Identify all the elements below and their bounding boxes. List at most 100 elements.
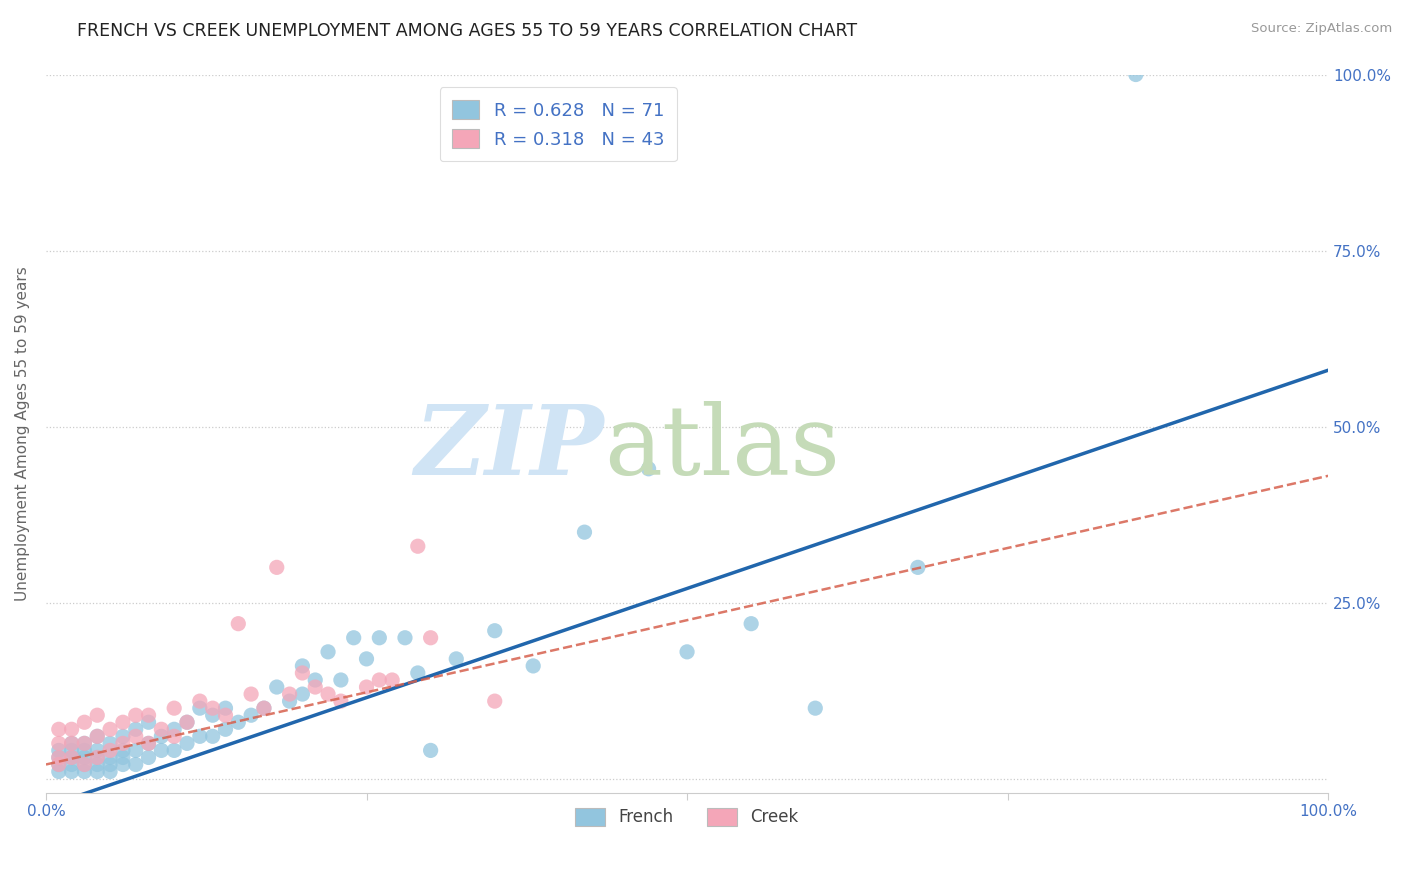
Point — [329, 694, 352, 708]
Point — [266, 680, 288, 694]
Point — [176, 715, 198, 730]
Point — [214, 701, 236, 715]
Point — [188, 701, 211, 715]
Point — [316, 687, 339, 701]
Point — [48, 757, 70, 772]
Point — [291, 659, 314, 673]
Point — [804, 701, 827, 715]
Point — [343, 631, 366, 645]
Point — [125, 708, 148, 723]
Point — [484, 694, 506, 708]
Point — [484, 624, 506, 638]
Point — [138, 736, 160, 750]
Point — [111, 743, 134, 757]
Point — [329, 673, 352, 687]
Point — [419, 631, 441, 645]
Point — [522, 659, 544, 673]
Legend: French, Creek: French, Creek — [567, 799, 807, 835]
Point — [406, 665, 429, 680]
Point — [394, 631, 416, 645]
Point — [60, 764, 83, 779]
Point — [98, 723, 121, 737]
Text: ZIP: ZIP — [415, 401, 603, 495]
Point — [316, 645, 339, 659]
Point — [60, 736, 83, 750]
Point — [60, 750, 83, 764]
Point — [163, 701, 186, 715]
Point — [226, 715, 249, 730]
Point — [98, 736, 121, 750]
Point — [98, 764, 121, 779]
Point — [48, 723, 70, 737]
Point — [73, 715, 96, 730]
Text: FRENCH VS CREEK UNEMPLOYMENT AMONG AGES 55 TO 59 YEARS CORRELATION CHART: FRENCH VS CREEK UNEMPLOYMENT AMONG AGES … — [77, 22, 858, 40]
Point — [60, 736, 83, 750]
Point — [176, 736, 198, 750]
Point — [240, 687, 263, 701]
Point — [60, 743, 83, 757]
Point — [226, 616, 249, 631]
Point — [86, 764, 108, 779]
Point — [73, 743, 96, 757]
Text: Source: ZipAtlas.com: Source: ZipAtlas.com — [1251, 22, 1392, 36]
Point — [291, 665, 314, 680]
Point — [48, 736, 70, 750]
Point — [86, 743, 108, 757]
Point — [125, 723, 148, 737]
Point — [907, 560, 929, 574]
Point — [73, 764, 96, 779]
Y-axis label: Unemployment Among Ages 55 to 59 years: Unemployment Among Ages 55 to 59 years — [15, 266, 30, 601]
Point — [73, 757, 96, 772]
Point — [73, 736, 96, 750]
Point — [73, 757, 96, 772]
Point — [163, 723, 186, 737]
Point — [214, 723, 236, 737]
Point — [188, 729, 211, 743]
Point — [150, 743, 173, 757]
Point — [201, 701, 224, 715]
Point — [368, 673, 391, 687]
Point — [163, 743, 186, 757]
Point — [98, 750, 121, 764]
Point — [240, 708, 263, 723]
Point — [356, 652, 378, 666]
Point — [60, 750, 83, 764]
Point — [304, 673, 326, 687]
Point — [111, 715, 134, 730]
Point — [676, 645, 699, 659]
Point — [138, 736, 160, 750]
Point — [304, 680, 326, 694]
Point — [188, 694, 211, 708]
Point — [125, 729, 148, 743]
Point — [381, 673, 404, 687]
Point — [98, 757, 121, 772]
Point — [48, 764, 70, 779]
Point — [48, 743, 70, 757]
Point — [163, 729, 186, 743]
Point — [138, 715, 160, 730]
Point — [278, 687, 301, 701]
Point — [253, 701, 276, 715]
Point — [125, 757, 148, 772]
Point — [138, 708, 160, 723]
Point — [1125, 68, 1147, 82]
Point — [446, 652, 468, 666]
Point — [48, 757, 70, 772]
Point — [111, 729, 134, 743]
Point — [637, 462, 659, 476]
Point — [740, 616, 762, 631]
Point — [60, 757, 83, 772]
Point — [111, 750, 134, 764]
Point — [86, 729, 108, 743]
Point — [111, 757, 134, 772]
Point — [150, 723, 173, 737]
Point — [214, 708, 236, 723]
Point — [266, 560, 288, 574]
Point — [150, 729, 173, 743]
Point — [86, 750, 108, 764]
Point — [278, 694, 301, 708]
Point — [111, 736, 134, 750]
Point — [73, 750, 96, 764]
Point — [574, 525, 596, 540]
Point — [73, 736, 96, 750]
